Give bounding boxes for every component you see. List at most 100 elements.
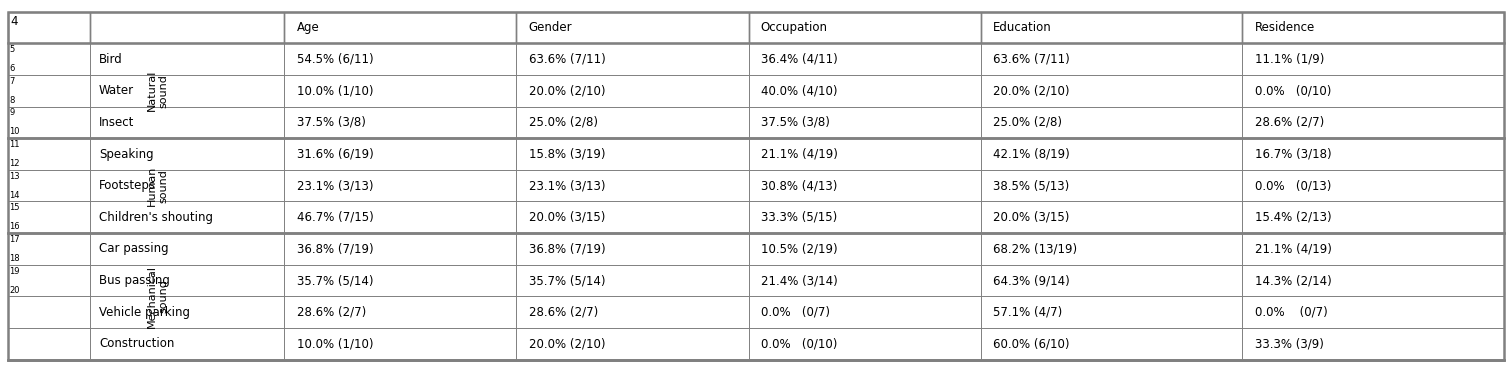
Text: 68.2% (13/19): 68.2% (13/19): [992, 242, 1077, 256]
Bar: [284, 107, 517, 138]
Bar: [748, 107, 980, 138]
Text: 21.1% (4/19): 21.1% (4/19): [1255, 242, 1332, 256]
Text: 4: 4: [11, 15, 18, 29]
Bar: [1243, 328, 1504, 360]
Text: 20.0% (3/15): 20.0% (3/15): [529, 211, 605, 224]
Text: 9: 9: [9, 108, 14, 117]
Bar: [517, 265, 748, 296]
Bar: [1243, 75, 1504, 107]
Bar: [1243, 296, 1504, 328]
Text: 64.3% (9/14): 64.3% (9/14): [992, 274, 1069, 287]
Text: 33.3% (3/9): 33.3% (3/9): [1255, 337, 1323, 350]
Text: Bus passing: Bus passing: [98, 274, 169, 287]
Text: 31.6% (6/19): 31.6% (6/19): [296, 147, 373, 161]
Bar: [1243, 265, 1504, 296]
Text: 40.0% (4/10): 40.0% (4/10): [761, 84, 838, 97]
Text: Insect: Insect: [98, 116, 135, 129]
Text: 25.0% (2/8): 25.0% (2/8): [529, 116, 597, 129]
Bar: [284, 170, 517, 201]
Text: 10.0% (1/10): 10.0% (1/10): [296, 84, 373, 97]
Text: 15.8% (3/19): 15.8% (3/19): [529, 147, 605, 161]
Text: 28.6% (2/7): 28.6% (2/7): [529, 306, 597, 319]
Bar: [748, 170, 980, 201]
Bar: [517, 201, 748, 233]
Text: 23.1% (3/13): 23.1% (3/13): [529, 179, 605, 192]
Bar: [8, 12, 89, 43]
Bar: [89, 43, 284, 75]
Bar: [89, 328, 284, 360]
Text: 0.0%   (0/10): 0.0% (0/10): [761, 337, 838, 350]
Text: 30.8% (4/13): 30.8% (4/13): [761, 179, 838, 192]
Bar: [8, 107, 89, 138]
Text: 15.4% (2/13): 15.4% (2/13): [1255, 211, 1331, 224]
Text: 10: 10: [9, 127, 20, 136]
Bar: [284, 138, 517, 170]
Text: 37.5% (3/8): 37.5% (3/8): [296, 116, 366, 129]
Text: 36.4% (4/11): 36.4% (4/11): [761, 52, 838, 66]
Text: Human
sound: Human sound: [147, 166, 169, 206]
Bar: [89, 296, 284, 328]
Text: 63.6% (7/11): 63.6% (7/11): [529, 52, 605, 66]
Bar: [8, 201, 89, 233]
Text: 19: 19: [9, 267, 20, 276]
Text: 20.0% (2/10): 20.0% (2/10): [529, 84, 605, 97]
Text: 14: 14: [9, 191, 20, 200]
Text: 33.3% (5/15): 33.3% (5/15): [761, 211, 836, 224]
Text: 10.0% (1/10): 10.0% (1/10): [296, 337, 373, 350]
Bar: [748, 12, 980, 43]
Bar: [980, 201, 1243, 233]
Text: 0.0%   (0/7): 0.0% (0/7): [761, 306, 830, 319]
Text: 14.3% (2/14): 14.3% (2/14): [1255, 274, 1332, 287]
Text: 36.8% (7/19): 36.8% (7/19): [296, 242, 373, 256]
Bar: [284, 233, 517, 265]
Bar: [980, 265, 1243, 296]
Bar: [89, 233, 284, 265]
Text: Children's shouting: Children's shouting: [98, 211, 213, 224]
Bar: [748, 328, 980, 360]
Text: Residence: Residence: [1255, 21, 1315, 34]
Bar: [89, 265, 284, 296]
Bar: [89, 75, 284, 107]
Bar: [748, 138, 980, 170]
Bar: [1243, 43, 1504, 75]
Text: Gender: Gender: [529, 21, 572, 34]
Bar: [284, 75, 517, 107]
Text: Vehicle parking: Vehicle parking: [98, 306, 191, 319]
Bar: [89, 170, 284, 201]
Bar: [1243, 233, 1504, 265]
Bar: [89, 201, 284, 233]
Text: 21.4% (3/14): 21.4% (3/14): [761, 274, 838, 287]
Bar: [517, 328, 748, 360]
Bar: [748, 233, 980, 265]
Text: 35.7% (5/14): 35.7% (5/14): [529, 274, 605, 287]
Bar: [748, 296, 980, 328]
Text: Footsteps: Footsteps: [98, 179, 156, 192]
Bar: [517, 75, 748, 107]
Text: 16.7% (3/18): 16.7% (3/18): [1255, 147, 1331, 161]
Text: 16: 16: [9, 222, 20, 231]
Bar: [748, 201, 980, 233]
Text: Natural
sound: Natural sound: [147, 70, 169, 112]
Text: 28.6% (2/7): 28.6% (2/7): [296, 306, 366, 319]
Bar: [284, 328, 517, 360]
Text: 57.1% (4/7): 57.1% (4/7): [992, 306, 1061, 319]
Bar: [980, 43, 1243, 75]
Text: 42.1% (8/19): 42.1% (8/19): [992, 147, 1069, 161]
Bar: [284, 296, 517, 328]
Text: 5: 5: [9, 45, 14, 54]
Text: 17: 17: [9, 235, 20, 244]
Bar: [980, 107, 1243, 138]
Text: 38.5% (5/13): 38.5% (5/13): [992, 179, 1069, 192]
Text: Construction: Construction: [98, 337, 174, 350]
Text: 11.1% (1/9): 11.1% (1/9): [1255, 52, 1325, 66]
Bar: [284, 201, 517, 233]
Bar: [8, 170, 89, 201]
Bar: [1243, 170, 1504, 201]
Bar: [1243, 201, 1504, 233]
Text: 63.6% (7/11): 63.6% (7/11): [992, 52, 1069, 66]
Bar: [517, 296, 748, 328]
Text: 6: 6: [9, 64, 15, 73]
Text: Education: Education: [992, 21, 1051, 34]
Bar: [748, 43, 980, 75]
Bar: [980, 296, 1243, 328]
